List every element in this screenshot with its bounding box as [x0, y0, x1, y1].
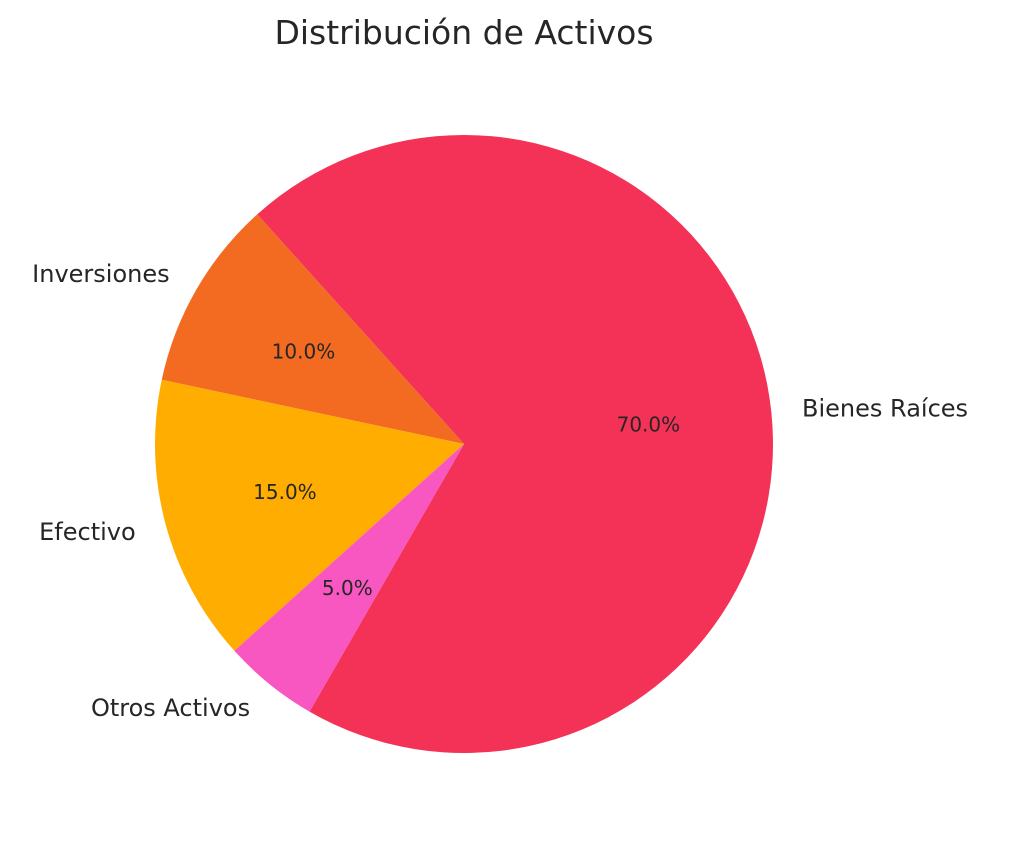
pct-label-inversiones: 10.0%	[272, 339, 336, 363]
slice-label-efectivo: Efectivo	[39, 518, 136, 546]
pct-label-bienes-raices: 70.0%	[617, 413, 681, 437]
pct-label-otros-activos: 5.0%	[322, 576, 373, 600]
pie-slice-efectivo	[155, 379, 465, 651]
pie-labels: 70.0% Bienes Raíces 10.0% Inversiones 15.0% E…	[32, 260, 968, 722]
slice-label-bienes-raices: Bienes Raíces	[802, 394, 968, 422]
pct-label-efectivo: 15.0%	[253, 480, 317, 504]
chart-title: Distribución de Activos	[274, 13, 653, 52]
slice-label-otros-activos: Otros Activos	[91, 694, 250, 722]
pie-slice-inversiones	[161, 214, 465, 444]
pie-slices	[155, 135, 773, 754]
pie-slice-otros-activos	[234, 444, 464, 712]
pie-slice-bienes-raices	[257, 135, 773, 754]
slice-label-inversiones: Inversiones	[32, 260, 169, 288]
